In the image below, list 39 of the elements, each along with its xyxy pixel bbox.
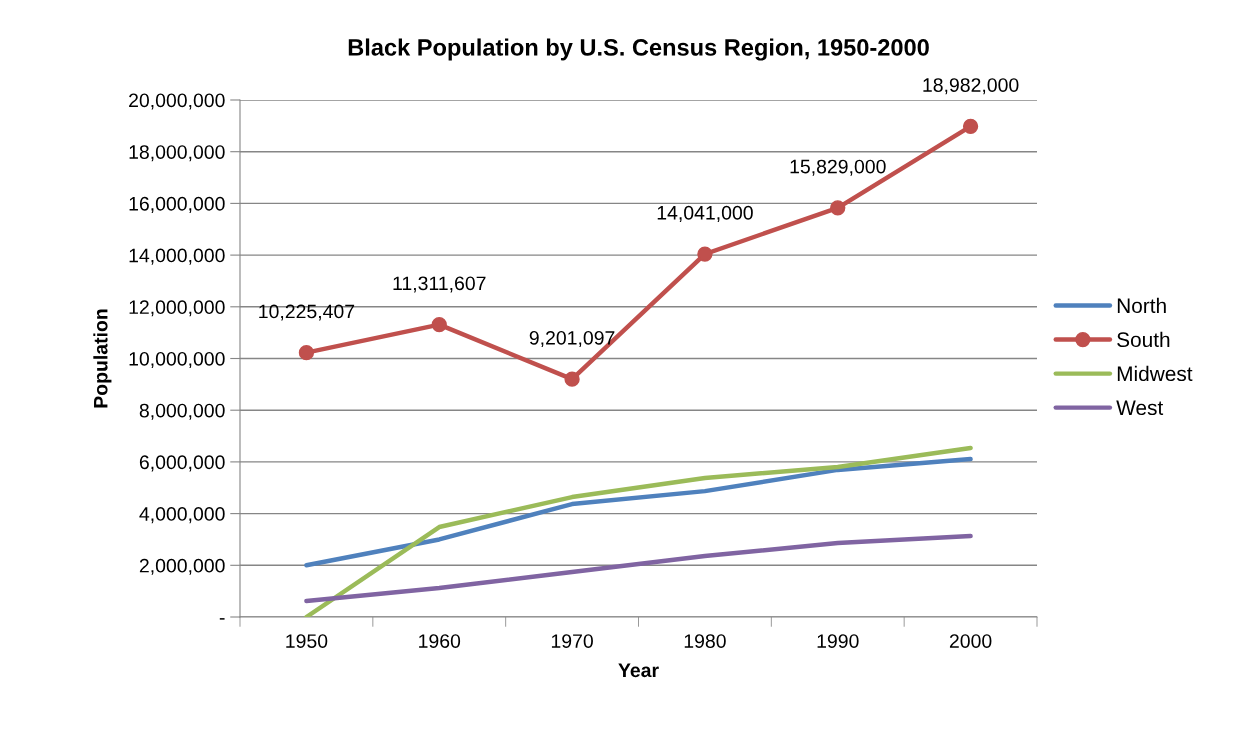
data-label: 9,201,097 bbox=[529, 330, 615, 348]
y-tick-label: 18,000,000 bbox=[129, 145, 225, 162]
y-tick-label: 14,000,000 bbox=[129, 248, 225, 265]
point bbox=[697, 246, 713, 262]
y-tick-label: - bbox=[219, 618, 225, 620]
legend-label: West bbox=[1116, 400, 1164, 416]
y-tick-label: 16,000,000 bbox=[129, 196, 225, 213]
line-series bbox=[304, 533, 973, 604]
x-axis-title: Year bbox=[618, 663, 659, 678]
legend-label: Midwest bbox=[1117, 365, 1193, 382]
y-tick-label: 4,000,000 bbox=[139, 507, 225, 524]
x-tick-label: 1980 bbox=[684, 634, 726, 648]
y-tick-label: 10,000,000 bbox=[129, 351, 225, 369]
x-tick-label: 1990 bbox=[817, 634, 859, 648]
x-tick-label: 1950 bbox=[286, 634, 328, 648]
data-label: 18,982,000 bbox=[923, 78, 1019, 95]
y-tick-label: 12,000,000 bbox=[129, 300, 225, 317]
data-label: 10,225,407 bbox=[259, 304, 355, 321]
data-label: 15,829,000 bbox=[790, 159, 886, 176]
point bbox=[298, 345, 315, 361]
x-tick-label: 1960 bbox=[419, 634, 461, 648]
legend-label: North bbox=[1117, 297, 1166, 314]
y-tick-label: 6,000,000 bbox=[139, 455, 225, 472]
point bbox=[962, 118, 979, 134]
line-series bbox=[304, 445, 973, 617]
data-label: 11,311,607 bbox=[393, 276, 486, 293]
point bbox=[431, 316, 447, 333]
y-tick-label: 2,000,000 bbox=[139, 558, 225, 575]
y-axis-title: Population bbox=[93, 309, 112, 408]
point bbox=[830, 200, 846, 216]
chart-title: Black Population by U.S. Census Region, 1950-2000 bbox=[348, 38, 929, 61]
x-tick-label: 2000 bbox=[949, 634, 992, 648]
line-series bbox=[304, 456, 973, 568]
legend-label: South bbox=[1117, 331, 1170, 348]
data-label: 14,041,000 bbox=[657, 205, 753, 222]
x-tick-label: 1970 bbox=[551, 634, 593, 648]
y-tick-label: 8,000,000 bbox=[139, 403, 225, 420]
y-tick-label: 20,000,000 bbox=[129, 93, 225, 110]
point bbox=[564, 371, 580, 387]
